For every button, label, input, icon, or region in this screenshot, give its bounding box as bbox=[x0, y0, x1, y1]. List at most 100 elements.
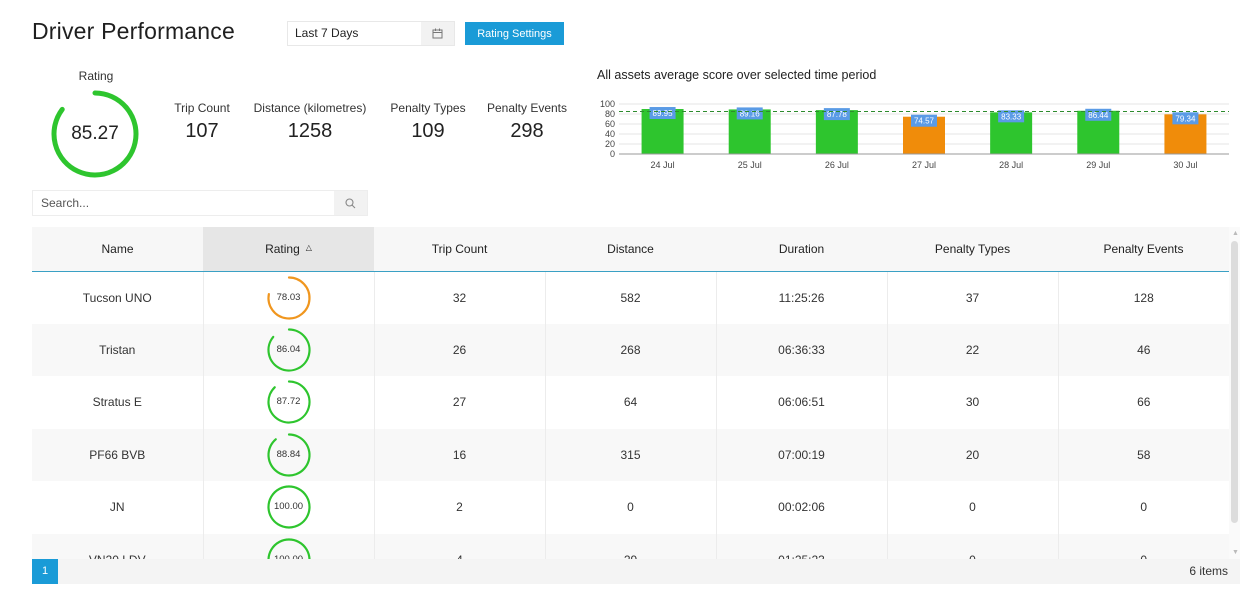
rating-arc bbox=[266, 380, 311, 424]
cell-penalty-events: 66 bbox=[1137, 395, 1151, 410]
overall-rating-gauge: 85.27 bbox=[50, 89, 140, 179]
stat-penalty-types: Penalty Types 109 bbox=[390, 101, 466, 143]
chart-xtick-label: 24 Jul bbox=[651, 160, 675, 170]
chart-data-label: 74.57 bbox=[914, 117, 935, 126]
rating-ring: 100.00 bbox=[266, 537, 312, 559]
calendar-icon bbox=[432, 28, 443, 39]
column-header-penalty-types[interactable]: Penalty Types bbox=[887, 227, 1058, 272]
table-row[interactable]: Tucson UNO 78.03 32 582 11:25:26 37 128 bbox=[32, 271, 1229, 324]
table-row[interactable]: Stratus E 87.72 27 64 06:06:51 30 66 bbox=[32, 376, 1229, 429]
rating-value: 100.00 bbox=[266, 537, 312, 559]
chart-ytick-label: 20 bbox=[605, 139, 615, 149]
calendar-button[interactable] bbox=[421, 22, 454, 45]
chart-data-label-bg bbox=[911, 114, 937, 127]
stat-label: Distance (kilometres) bbox=[253, 101, 367, 115]
overall-rating-value: 85.27 bbox=[71, 123, 119, 144]
stat-label: Trip Count bbox=[174, 101, 230, 115]
stat-label: Penalty Types bbox=[390, 101, 466, 115]
cell-duration: 00:02:06 bbox=[716, 481, 888, 534]
cell-name: Tucson UNO bbox=[32, 271, 204, 324]
scroll-up-icon[interactable]: ▲ bbox=[1232, 230, 1239, 237]
chart-ytick-label: 40 bbox=[605, 129, 615, 139]
search-button[interactable] bbox=[334, 191, 367, 215]
cell-penalty-events: 128 bbox=[1133, 290, 1154, 305]
chart-xtick-label: 28 Jul bbox=[999, 160, 1023, 170]
column-header-distance[interactable]: Distance bbox=[545, 227, 716, 272]
chart-data-label-bg bbox=[998, 110, 1025, 123]
scroll-down-icon[interactable]: ▼ bbox=[1232, 549, 1239, 556]
rating-ring-svg bbox=[266, 328, 311, 372]
column-header-label: Rating bbox=[265, 241, 300, 256]
stat-value: 1258 bbox=[287, 120, 333, 142]
cell-trip-count: 27 bbox=[374, 376, 546, 429]
cell-rating: 86.04 bbox=[203, 323, 375, 376]
cell-penalty-events: 0 bbox=[1140, 500, 1148, 515]
cell-distance: 582 bbox=[545, 271, 717, 324]
rating-arc bbox=[266, 328, 311, 372]
cell-penalty-types: 0 bbox=[887, 533, 1059, 559]
rating-ring-svg bbox=[266, 433, 311, 477]
rating-ring-svg bbox=[266, 485, 311, 529]
table-row[interactable]: Tristan 86.04 26 268 06:36:33 22 46 bbox=[32, 323, 1229, 376]
column-header-trip-count[interactable]: Trip Count bbox=[374, 227, 545, 272]
chart-xtick-label: 29 Jul bbox=[1086, 160, 1110, 170]
rating-ring: 78.03 bbox=[266, 275, 312, 321]
scrollbar-thumb[interactable] bbox=[1231, 241, 1238, 523]
rating-settings-button[interactable]: Rating Settings bbox=[465, 22, 564, 45]
column-header-name[interactable]: Name bbox=[32, 227, 203, 272]
stat-trip-count: Trip Count 107 bbox=[173, 101, 231, 143]
cell-rating: 100.00 bbox=[203, 481, 375, 534]
rating-ring: 87.72 bbox=[266, 379, 312, 425]
rating-value: 88.84 bbox=[276, 448, 301, 460]
cell-name: PF66 BVB bbox=[32, 428, 204, 481]
column-header-duration[interactable]: Duration bbox=[716, 227, 887, 272]
cell-rating: 100.00 bbox=[203, 533, 375, 559]
rating-ring: 88.84 bbox=[266, 432, 312, 478]
rating-arc bbox=[266, 485, 311, 529]
rating-value: 100.00 bbox=[273, 501, 304, 513]
cell-penalty-types: 30 bbox=[887, 376, 1059, 429]
table-row[interactable]: PF66 BVB 88.84 16 315 07:00:19 20 58 bbox=[32, 428, 1229, 481]
cell-duration: 11:25:26 bbox=[716, 271, 888, 324]
rating-ring-svg bbox=[266, 275, 311, 320]
cell-trip-count: 4 bbox=[374, 533, 546, 559]
rating-ring: 100.00 bbox=[266, 484, 312, 530]
cell-trip-count: 26 bbox=[374, 323, 546, 376]
chart-xtick-label: 30 Jul bbox=[1173, 160, 1197, 170]
stat-distance: Distance (kilometres) 1258 bbox=[252, 101, 368, 143]
rating-arc bbox=[266, 275, 311, 320]
cell-penalty-events: 58 bbox=[1058, 428, 1229, 481]
table-row[interactable]: JN 100.00 2 0 00:02:06 0 0 bbox=[32, 481, 1229, 534]
table-row[interactable]: VN20 LDV100.0042901:25:2300 bbox=[32, 533, 1229, 559]
overall-rating-label: Rating bbox=[78, 69, 114, 83]
cell-duration: 01:25:23 bbox=[716, 533, 888, 559]
search-icon bbox=[345, 197, 356, 208]
column-header-rating[interactable]: Rating △ bbox=[203, 227, 374, 272]
rating-ring-svg bbox=[266, 538, 310, 559]
cell-rating: 88.84 bbox=[203, 428, 375, 481]
chart-xtick-label: 26 Jul bbox=[825, 160, 849, 170]
date-range-value[interactable]: Last 7 Days bbox=[295, 26, 359, 40]
rating-arc bbox=[266, 538, 310, 559]
chart-data-label: 79.34 bbox=[1175, 114, 1196, 123]
grid-scrollbar[interactable]: ▲ ▼ bbox=[1229, 227, 1240, 559]
cell-rating: 78.03 bbox=[203, 271, 375, 324]
page-button-1[interactable]: 1 bbox=[32, 559, 58, 584]
stat-value: 109 bbox=[411, 120, 445, 142]
column-header-penalty-events[interactable]: Penalty Events bbox=[1058, 227, 1229, 272]
page-title: Driver Performance bbox=[32, 18, 235, 44]
cell-name: VN20 LDV bbox=[32, 533, 204, 559]
date-range-picker[interactable]: Last 7 Days bbox=[287, 21, 455, 46]
cell-distance: 0 bbox=[545, 481, 717, 534]
search-input[interactable] bbox=[33, 191, 334, 215]
cell-name: JN bbox=[32, 481, 204, 534]
cell-penalty-types: 22 bbox=[887, 323, 1059, 376]
cell-distance: 64 bbox=[545, 376, 717, 429]
overall-rating-arc bbox=[51, 90, 139, 178]
cell-distance: 268 bbox=[545, 323, 717, 376]
driver-grid: Name Rating △ Trip Count Distance Duratio… bbox=[32, 227, 1229, 559]
cell-trip-count: 16 bbox=[374, 428, 546, 481]
chart-data-label: 89.16 bbox=[740, 109, 761, 118]
rating-value: 86.04 bbox=[276, 343, 301, 355]
search-box[interactable] bbox=[32, 190, 368, 216]
